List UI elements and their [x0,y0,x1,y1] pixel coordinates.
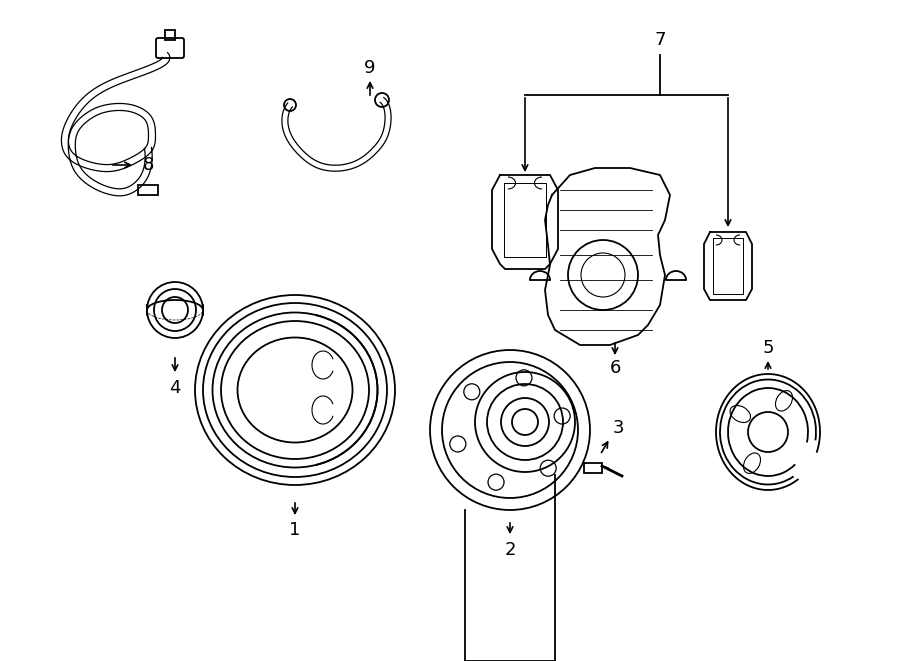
Text: 4: 4 [169,379,181,397]
Text: 1: 1 [289,521,301,539]
Text: 5: 5 [762,339,774,357]
Bar [584,463,602,473]
Text: 2: 2 [504,541,516,559]
Text: 7: 7 [654,31,666,49]
Bar [138,185,158,195]
Text: 3: 3 [612,419,624,437]
Text: 8: 8 [142,156,154,174]
Text: 6: 6 [609,359,621,377]
Bar [165,30,175,40]
Text: 9: 9 [364,59,376,77]
